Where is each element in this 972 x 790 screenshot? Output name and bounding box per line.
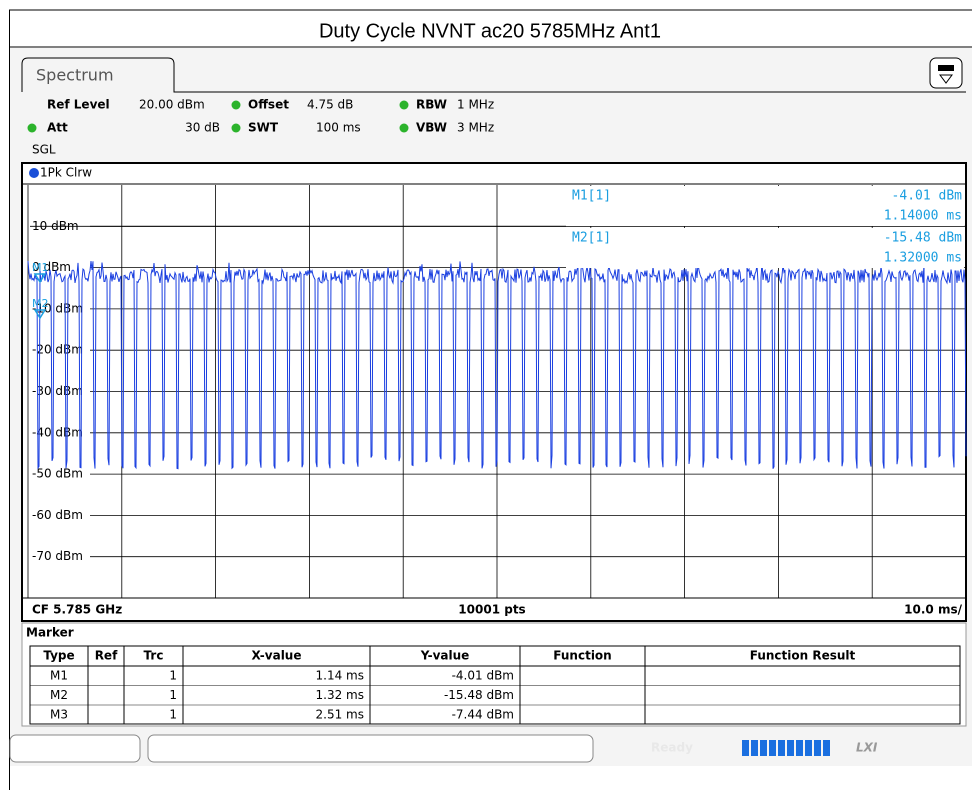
y-axis-label: -50 dBm [32, 467, 83, 481]
trace-indicator [29, 168, 39, 178]
table-header: X-value [252, 649, 302, 663]
table-header: Trc [144, 649, 164, 663]
time-scale: 10.0 ms/ [904, 603, 962, 617]
table-header: Y-value [420, 649, 470, 663]
table-cell: -7.44 dBm [452, 708, 514, 722]
progress-segment [769, 740, 776, 756]
setting-value: 100 ms [316, 121, 361, 135]
sweep-points: 10001 pts [458, 603, 525, 617]
progress-segment [823, 740, 830, 756]
tab-outline [21, 57, 966, 93]
progress-segment [814, 740, 821, 756]
setting-name: Att [47, 121, 68, 135]
marker-symbol [33, 273, 47, 284]
table-cell: 2.51 ms [316, 708, 364, 722]
marker-name: M1[1] [572, 189, 611, 204]
label-bg [30, 548, 88, 565]
y-axis-label: 10 dBm [32, 219, 79, 233]
y-axis-label: -10 dBm [32, 301, 83, 315]
table-cell: 1 [169, 688, 177, 702]
setting-value: 3 MHz [457, 121, 494, 135]
progress-segment [742, 740, 749, 756]
label-bg [30, 507, 88, 524]
table-header: Function Result [750, 649, 856, 663]
menu-icon [939, 74, 953, 84]
setting-name: VBW [416, 121, 447, 135]
center-frequency: CF 5.785 GHz [32, 603, 122, 617]
tab-label[interactable]: Spectrum [36, 66, 114, 85]
status-dot [399, 123, 409, 133]
label-bg [30, 342, 88, 359]
setting-value: 1 MHz [457, 98, 494, 112]
table-cell: -4.01 dBm [452, 669, 514, 683]
input-field[interactable] [147, 734, 594, 763]
label-bg [30, 259, 88, 276]
status-dot [27, 123, 37, 133]
y-axis-label: -60 dBm [32, 508, 83, 522]
setting-name: SWT [248, 121, 279, 135]
table-cell: M1 [50, 669, 68, 683]
status-dot [231, 100, 241, 110]
setting-value: 4.75 dB [307, 98, 353, 112]
marker-tag: M1 [32, 261, 49, 274]
setting-value: 20.00 dBm [139, 98, 205, 112]
setting-name: RBW [416, 98, 447, 112]
table-header: Ref [95, 649, 118, 663]
marker-level: -4.01 dBm [892, 189, 963, 204]
page-title: Duty Cycle NVNT ac20 5785MHz Ant1 [319, 20, 661, 42]
marker-table-title: Marker [26, 626, 74, 640]
table-cell: 1.32 ms [316, 688, 364, 702]
status-dot [399, 100, 409, 110]
progress-segment [796, 740, 803, 756]
y-axis-label: -30 dBm [32, 384, 83, 398]
marker-time: 1.14000 ms [884, 209, 962, 224]
label-bg [30, 383, 88, 400]
marker-tag: M2 [32, 297, 49, 310]
label-bg [30, 466, 88, 483]
table-cell: M2 [50, 688, 68, 702]
y-axis-label: 0 dBm [32, 260, 71, 274]
progress-segment [805, 740, 812, 756]
table-header: Function [553, 649, 611, 663]
label-bg [30, 424, 88, 441]
table-cell: 1 [169, 669, 177, 683]
readout-bg [566, 228, 964, 268]
status-state: Ready [651, 741, 693, 755]
y-axis-label: -70 dBm [32, 549, 83, 563]
trace-label: 1Pk Clrw [40, 166, 92, 180]
table-cell: -15.48 dBm [444, 688, 514, 702]
y-axis-label: -20 dBm [32, 343, 83, 357]
table-cell: 1 [169, 708, 177, 722]
status-logo: LXI [856, 741, 878, 755]
trace [27, 260, 967, 470]
setting-name: Ref Level [47, 98, 110, 112]
setting-value: 30 dB [185, 121, 220, 135]
progress-segment [778, 740, 785, 756]
marker-level: -15.48 dBm [884, 231, 962, 246]
softkey[interactable] [9, 734, 141, 763]
sweep-mode: SGL [32, 143, 56, 157]
progress-segment [760, 740, 767, 756]
label-bg [30, 300, 88, 317]
y-axis-label: -40 dBm [32, 425, 83, 439]
status-dot [231, 123, 241, 133]
table-cell: 1.14 ms [316, 669, 364, 683]
marker-name: M2[1] [572, 231, 611, 246]
marker-time: 1.32000 ms [884, 251, 962, 266]
progress-segment [787, 740, 794, 756]
table-header: Type [43, 649, 74, 663]
table-cell: M3 [50, 708, 68, 722]
setting-name: Offset [248, 98, 289, 112]
readout-bg [566, 186, 964, 226]
progress-segment [751, 740, 758, 756]
marker-symbol [33, 309, 47, 320]
menu-icon [938, 65, 954, 71]
